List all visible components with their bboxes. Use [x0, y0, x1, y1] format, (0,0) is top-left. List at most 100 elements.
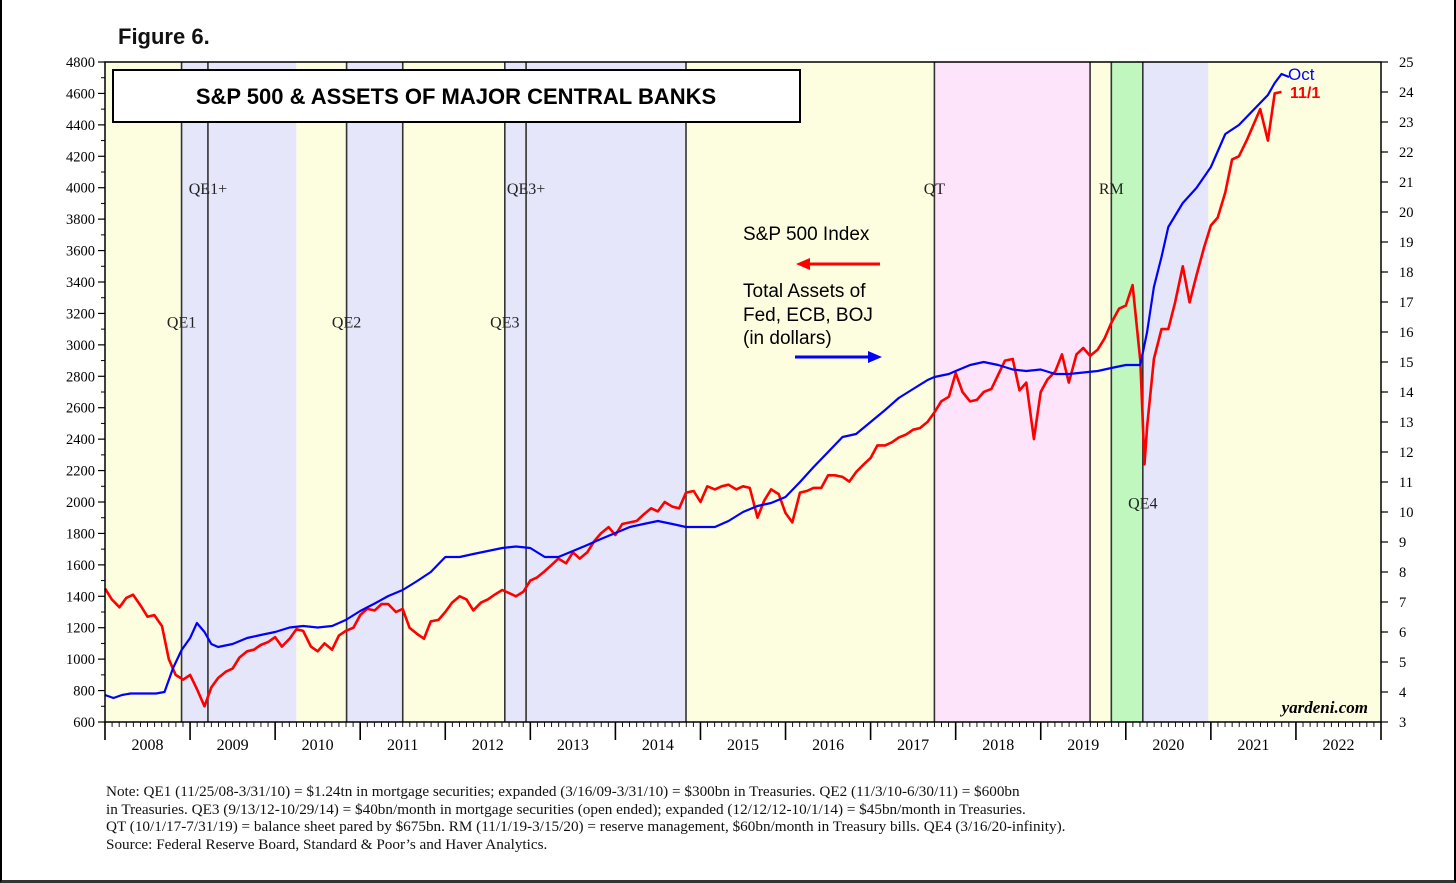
event-label: QE2	[332, 315, 361, 332]
y-right-tick-label: 22	[1399, 145, 1414, 161]
y-right-tick-label: 4	[1399, 685, 1407, 701]
event-label: RM	[1099, 181, 1124, 198]
shaded-region	[504, 62, 687, 722]
y-left-tick-label: 4200	[66, 149, 95, 165]
event-label: QE3+	[507, 181, 545, 198]
y-left-tick-label: 4800	[66, 55, 95, 71]
y-right-tick-label: 5	[1399, 655, 1406, 671]
footnote-line: Source: Federal Reserve Board, Standard …	[106, 835, 548, 853]
x-tick-label: 2010	[302, 737, 334, 754]
y-right-tick-label: 23	[1399, 115, 1414, 131]
y-left-tick-label: 2600	[66, 401, 95, 417]
y-right-tick-label: 9	[1399, 535, 1406, 551]
shaded-region	[1090, 62, 1112, 722]
y-left-tick-label: 3800	[66, 212, 95, 228]
y-right-tick-label: 12	[1399, 445, 1414, 461]
chart-title: S&P 500 & ASSETS OF MAJOR CENTRAL BANKS	[196, 84, 716, 109]
shaded-region	[105, 62, 182, 722]
y-right-tick-label: 11	[1399, 475, 1413, 491]
series-line-sp500	[103, 90, 1282, 708]
footnote: Note: QE1 (11/25/08-3/31/10) = $1.24tn i…	[106, 783, 1446, 853]
event-label: QE3	[490, 315, 519, 332]
y-left-tick-label: 800	[73, 684, 95, 700]
y-right-tick-label: 8	[1399, 565, 1406, 581]
y-right-tick-label: 24	[1399, 85, 1414, 101]
y-right-tick-label: 13	[1399, 415, 1414, 431]
title-box: S&P 500 & ASSETS OF MAJOR CENTRAL BANKS	[112, 69, 801, 123]
legend: S&P 500 Index Total Assets of Fed, ECB, …	[743, 224, 882, 363]
x-tick-label: 2022	[1322, 737, 1354, 754]
x-axis: 2008 2009 2010 2011 2012 2013 2014 2015 2016 2017…	[104, 722, 1382, 754]
y-right-tick-label: 20	[1399, 205, 1414, 221]
y-right-tick-label: 15	[1399, 355, 1414, 371]
y-left-tick-label: 3400	[66, 275, 95, 291]
legend-sp500-label: S&P 500 Index	[743, 224, 870, 245]
y-left-tick-label: 1800	[66, 526, 95, 542]
x-tick-label: 2021	[1237, 737, 1269, 754]
event-label: QE1+	[189, 181, 227, 198]
chart: 600 800 1000 1200 1400 1600 1800 2000 2200 2400 26…	[66, 55, 1414, 754]
y-left-tick-label: 2800	[66, 369, 95, 385]
x-tick-label: 2008	[132, 737, 164, 754]
left-axis: 600 800 1000 1200 1400 1600 1800 2000 2200 2400 26…	[66, 55, 105, 731]
event-labels: QE1+ QE3+ QT RM QE1 QE2 QE3 QE4	[167, 181, 1158, 512]
end-label-sp500: 11/1	[1290, 85, 1320, 102]
x-tick-label: 2016	[812, 737, 844, 754]
x-tick-label: 2014	[642, 737, 674, 754]
y-left-tick-label: 2400	[66, 432, 95, 448]
series-lines	[103, 72, 1290, 708]
event-label: QT	[924, 181, 946, 198]
y-left-tick-label: 1000	[66, 652, 95, 668]
legend-assets-line-2: Fed, ECB, BOJ	[743, 305, 873, 326]
y-left-tick-label: 1400	[66, 589, 95, 605]
y-left-tick-label: 4600	[66, 86, 95, 102]
figure-label: Figure 6.	[118, 24, 210, 49]
shaded-region	[1111, 62, 1143, 722]
x-tick-label: 2015	[727, 737, 759, 754]
shaded-region	[181, 62, 297, 722]
y-right-tick-label: 10	[1399, 505, 1414, 521]
x-tick-label: 2009	[217, 737, 249, 754]
y-right-tick-label: 18	[1399, 265, 1414, 281]
legend-assets-line-3: (in dollars)	[743, 328, 832, 349]
shaded-regions	[105, 62, 1381, 722]
right-axis: 3 4 5 6 7 8 9 10 11 12 13 14 15 16 17 18 19 20 21 22 23 24 25	[1381, 55, 1414, 731]
y-left-tick-label: 2200	[66, 464, 95, 480]
shaded-region	[402, 62, 505, 722]
legend-assets-arrowhead	[868, 351, 882, 363]
shaded-region	[686, 62, 935, 722]
y-left-tick-label: 4400	[66, 118, 95, 134]
shaded-region	[1142, 62, 1209, 722]
y-left-tick-label: 3200	[66, 306, 95, 322]
footnote-line: QT (10/1/17-7/31/19) = balance sheet par…	[106, 818, 1066, 836]
end-label-assets: Oct	[1288, 65, 1315, 84]
shaded-region	[346, 62, 403, 722]
x-tick-label: 2017	[897, 737, 929, 754]
event-label: QE4	[1128, 495, 1157, 512]
footnote-line: in Treasuries. QE3 (9/13/12-10/29/14) = …	[106, 800, 1026, 818]
x-tick-label: 2019	[1067, 737, 1099, 754]
footnote-line: Note: QE1 (11/25/08-3/31/10) = $1.24tn i…	[106, 783, 1020, 800]
shaded-region	[934, 62, 1091, 722]
y-right-tick-label: 17	[1399, 295, 1414, 311]
y-left-tick-label: 1200	[66, 621, 95, 637]
y-right-tick-label: 25	[1399, 55, 1414, 71]
x-tick-label: 2013	[557, 737, 589, 754]
y-left-tick-label: 4000	[66, 181, 95, 197]
y-left-tick-label: 600	[73, 715, 95, 731]
x-tick-label: 2018	[982, 737, 1014, 754]
shaded-region	[296, 62, 347, 722]
y-right-tick-label: 7	[1399, 595, 1406, 611]
legend-sp500-arrowhead	[796, 258, 810, 270]
y-right-tick-label: 14	[1399, 385, 1414, 401]
y-right-tick-label: 6	[1399, 625, 1406, 641]
x-tick-label: 2011	[387, 737, 418, 754]
y-left-tick-label: 3000	[66, 338, 95, 354]
shaded-region	[1208, 62, 1381, 722]
y-right-tick-label: 21	[1399, 175, 1414, 191]
y-left-tick-label: 1600	[66, 558, 95, 574]
x-tick-label: 2020	[1152, 737, 1184, 754]
legend-assets-line-1: Total Assets of	[743, 281, 866, 302]
event-label: QE1	[167, 315, 196, 332]
